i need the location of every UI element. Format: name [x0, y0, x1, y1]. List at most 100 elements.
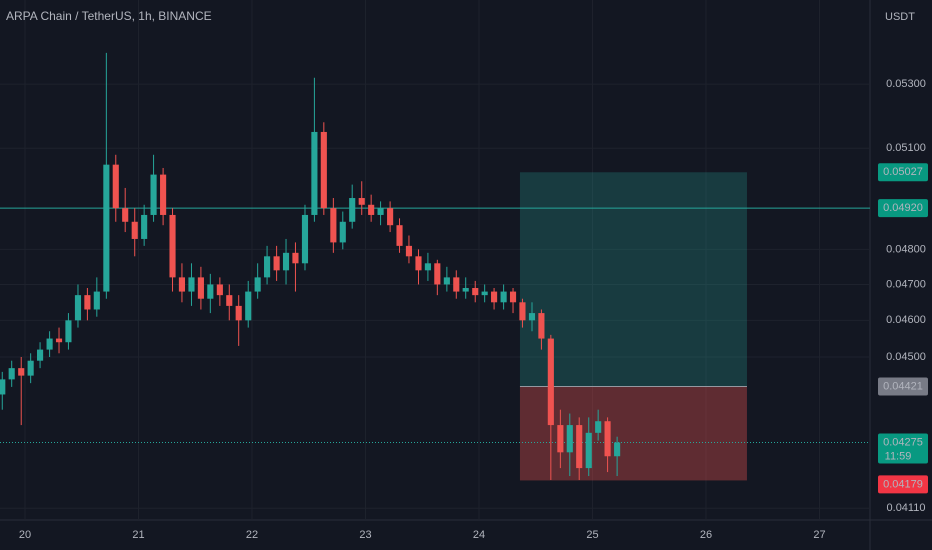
candle-body: [585, 432, 592, 469]
candle-body: [538, 313, 545, 339]
x-tick-label: 22: [246, 529, 258, 541]
candle-body: [65, 320, 72, 343]
price-tag: [878, 377, 928, 396]
candle-body: [150, 174, 157, 215]
price-tag-label: 0.04179: [883, 478, 923, 490]
candle-body: [188, 277, 195, 292]
y-tick-label: 0.04110: [887, 502, 926, 514]
candle-body: [55, 338, 63, 343]
candle-body: [311, 131, 318, 215]
candle-body: [103, 164, 110, 292]
y-tick-label: 0.05100: [886, 142, 926, 154]
candle-body: [462, 288, 469, 292]
price-tag: [878, 475, 928, 494]
x-tick-label: 20: [19, 529, 31, 541]
candle-body: [254, 277, 261, 292]
candle-body: [273, 256, 280, 271]
chart-title: ARPA Chain / TetherUS, 1h, BINANCE: [6, 9, 212, 23]
candle-body: [27, 360, 34, 376]
candle-body: [453, 277, 460, 292]
candle-body: [576, 425, 583, 469]
countdown: 11:59: [885, 450, 912, 462]
candle-body: [160, 174, 167, 215]
candle-body: [112, 164, 119, 209]
candle-body: [169, 214, 176, 278]
loss-zone: [519, 386, 747, 481]
y-tick-label: 0.04500: [886, 351, 926, 363]
candle-body: [74, 295, 82, 321]
candle-body: [472, 288, 479, 296]
candle-body: [424, 263, 431, 271]
candle-body: [245, 291, 252, 321]
candle-body: [131, 221, 138, 239]
candle-body: [509, 291, 517, 303]
candle-body: [301, 214, 309, 264]
price-tag: [878, 199, 928, 218]
candle-body: [528, 313, 536, 321]
candle-body: [178, 277, 186, 292]
price-tag-label: 0.04920: [883, 202, 923, 214]
candle-body: [415, 256, 422, 271]
candles: [0, 52, 621, 481]
candle-body: [93, 291, 100, 310]
candle-body: [282, 252, 290, 271]
candle-body: [207, 284, 214, 299]
candle-body: [405, 245, 413, 257]
candle-body: [18, 368, 25, 376]
candle-body: [197, 277, 204, 299]
candle-body: [141, 214, 148, 239]
candle-body: [8, 368, 15, 380]
candle-body: [434, 263, 441, 285]
candle-body: [37, 349, 44, 361]
candle-body: [330, 208, 337, 243]
y-axis-label: USDT: [885, 11, 915, 23]
candle-body: [84, 295, 91, 310]
candle-body: [377, 208, 384, 215]
labels: 20 21 22 23 24 25 26 27 0.04110 0.04500 0.04600 0.0…: [19, 78, 928, 541]
candle-body: [614, 442, 621, 457]
price-tag-label: 0.04275: [883, 436, 923, 448]
y-tick-label: 0.04600: [886, 314, 926, 326]
price-tag: [878, 433, 928, 464]
candle-body: [235, 305, 242, 321]
candle-body: [368, 204, 375, 215]
x-tick-label: 21: [132, 529, 144, 541]
x-tick-label: 25: [586, 529, 598, 541]
candle-body: [557, 425, 564, 453]
candle-body: [500, 291, 507, 303]
candle-body: [519, 302, 526, 321]
x-tick-label: 27: [813, 529, 825, 541]
price-tag: [878, 163, 928, 182]
candle-body: [491, 291, 498, 303]
candle-body: [264, 256, 271, 278]
y-tick-label: 0.04800: [886, 243, 926, 255]
candle-body: [216, 284, 223, 296]
candle-body: [358, 198, 365, 205]
candle-body: [481, 291, 488, 296]
x-tick-label: 24: [473, 529, 485, 541]
candle-body: [226, 295, 233, 306]
candle-body: [122, 208, 129, 222]
candle-body: [396, 225, 403, 246]
price-tag-label: 0.04421: [883, 380, 923, 392]
y-tick-label: 0.04700: [886, 278, 926, 290]
candle-body: [595, 421, 602, 433]
candle-body: [46, 338, 53, 350]
candle-body: [339, 221, 346, 243]
candle-body: [0, 379, 6, 395]
x-tick-label: 23: [359, 529, 371, 541]
candle-body: [387, 208, 394, 226]
y-tick-label: 0.05300: [886, 78, 926, 90]
overlay: [0, 172, 870, 481]
price-tag-label: 0.05027: [883, 166, 923, 178]
candle-body: [349, 198, 356, 222]
candle-body: [547, 338, 554, 426]
profit-zone: [519, 172, 747, 387]
candle-body: [292, 252, 299, 264]
candle-body: [566, 425, 573, 453]
candle-body: [443, 277, 450, 285]
x-tick-label: 26: [700, 529, 712, 541]
candle-body: [604, 421, 611, 457]
